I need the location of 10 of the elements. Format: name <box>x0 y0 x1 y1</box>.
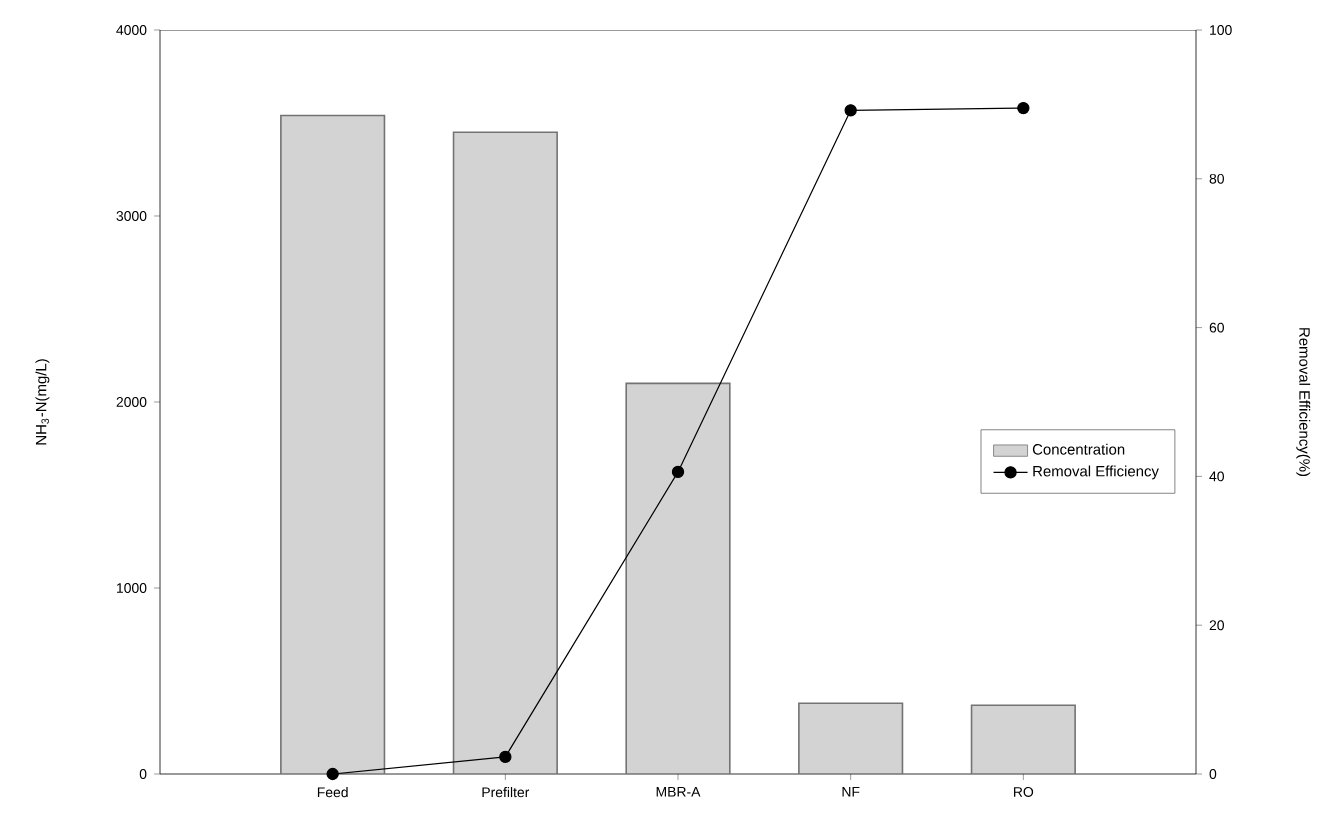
point <box>844 104 857 117</box>
point <box>1017 101 1030 115</box>
bar <box>970 704 1076 774</box>
point <box>671 465 685 479</box>
bar <box>452 131 558 774</box>
point <box>499 750 512 764</box>
point <box>326 767 339 781</box>
bar <box>798 702 904 774</box>
bar <box>280 114 386 774</box>
bar <box>625 382 731 774</box>
